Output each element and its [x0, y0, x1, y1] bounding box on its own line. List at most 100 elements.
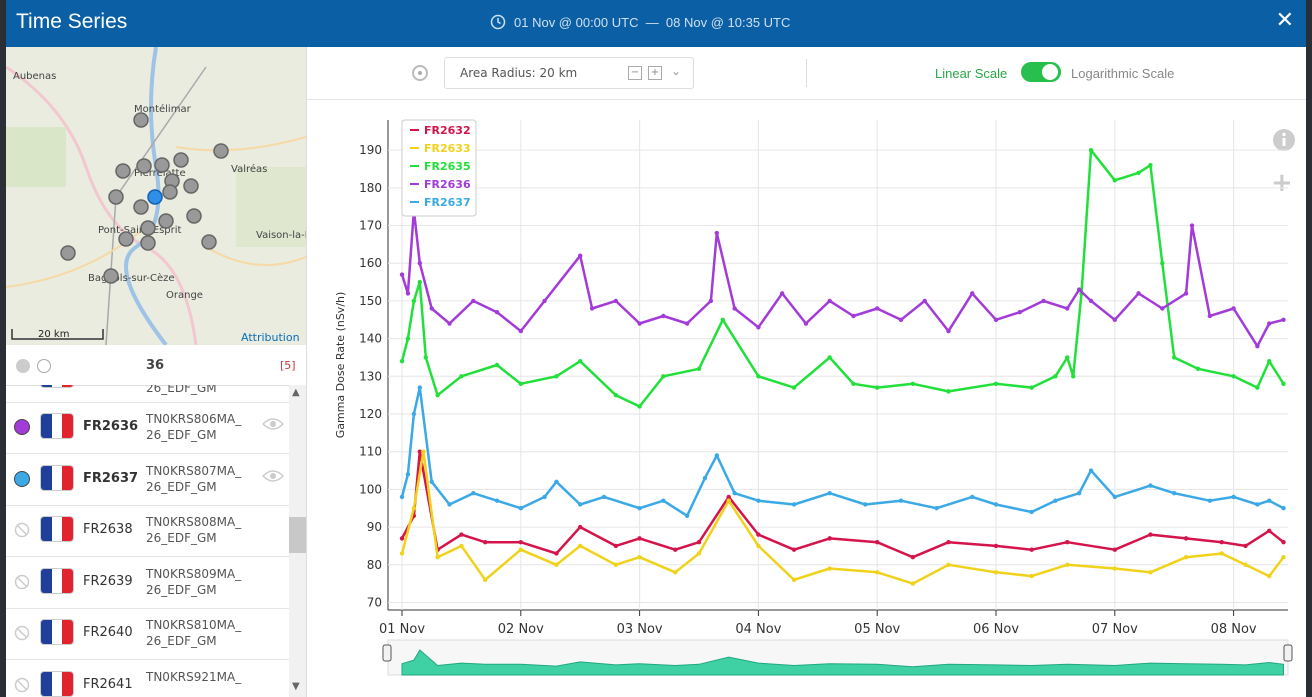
- data-point-FR2637[interactable]: [601, 494, 607, 500]
- map-canvas[interactable]: Aubenas Montélimar Valréas Pierrelatte P…: [6, 47, 306, 345]
- disabled-icon[interactable]: [14, 522, 30, 538]
- data-point-FR2637[interactable]: [399, 494, 405, 500]
- selected-station-marker[interactable]: [147, 189, 163, 205]
- data-point-FR2636[interactable]: [732, 306, 737, 311]
- data-point-FR2636[interactable]: [827, 298, 832, 304]
- scroll-down-icon[interactable]: ▼: [292, 681, 300, 692]
- data-point-FR2635[interactable]: [637, 404, 642, 409]
- data-point-FR2632[interactable]: [1148, 532, 1153, 537]
- data-point-FR2635[interactable]: [827, 355, 832, 360]
- data-point-FR2632[interactable]: [673, 547, 678, 552]
- data-point-FR2636[interactable]: [494, 310, 500, 315]
- data-point-FR2637[interactable]: [898, 498, 904, 503]
- data-point-FR2633[interactable]: [875, 570, 880, 575]
- data-point-FR2636[interactable]: [1189, 223, 1195, 228]
- data-point-FR2637[interactable]: [578, 502, 583, 507]
- data-point-FR2636[interactable]: [970, 291, 975, 296]
- data-point-FR2635[interactable]: [435, 392, 440, 398]
- data-point-FR2636[interactable]: [946, 328, 951, 334]
- data-point-FR2636[interactable]: [875, 306, 880, 311]
- data-point-FR2633[interactable]: [1112, 566, 1117, 571]
- data-point-FR2636[interactable]: [714, 230, 720, 236]
- data-point-FR2636[interactable]: [405, 291, 411, 296]
- data-point-FR2636[interactable]: [684, 321, 690, 326]
- data-point-FR2632[interactable]: [756, 532, 761, 537]
- data-point-FR2632[interactable]: [1183, 536, 1189, 541]
- data-point-FR2637[interactable]: [1029, 509, 1034, 515]
- data-point-FR2636[interactable]: [803, 321, 809, 326]
- data-point-FR2633[interactable]: [946, 562, 951, 567]
- scroll-thumb[interactable]: [289, 517, 306, 553]
- data-point-FR2637[interactable]: [791, 502, 797, 507]
- data-point-FR2637[interactable]: [661, 498, 666, 503]
- data-point-FR2632[interactable]: [459, 532, 464, 537]
- data-point-FR2635[interactable]: [1148, 163, 1153, 168]
- data-point-FR2633[interactable]: [435, 555, 440, 560]
- list-item[interactable]: FR2640 TN0KRS810MA_ 26_EDF_GM: [6, 608, 289, 660]
- data-point-FR2637[interactable]: [684, 513, 690, 518]
- data-point-FR2632[interactable]: [1281, 539, 1286, 545]
- data-point-FR2637[interactable]: [417, 385, 423, 390]
- data-point-FR2632[interactable]: [554, 551, 559, 556]
- data-point-FR2633[interactable]: [726, 498, 731, 503]
- data-point-FR2637[interactable]: [637, 506, 642, 511]
- data-point-FR2633[interactable]: [910, 581, 916, 586]
- data-point-FR2637[interactable]: [1281, 506, 1286, 511]
- data-point-FR2636[interactable]: [993, 317, 999, 322]
- data-point-FR2636[interactable]: [471, 298, 476, 304]
- data-point-FR2632[interactable]: [993, 543, 999, 549]
- data-point-FR2637[interactable]: [732, 490, 737, 496]
- data-point-FR2633[interactable]: [1065, 562, 1070, 567]
- data-point-FR2633[interactable]: [421, 449, 426, 454]
- data-point-FR2633[interactable]: [613, 562, 619, 567]
- data-point-FR2635[interactable]: [946, 389, 951, 394]
- data-point-FR2637[interactable]: [542, 494, 547, 500]
- data-point-FR2633[interactable]: [578, 543, 583, 549]
- data-point-FR2636[interactable]: [708, 298, 714, 304]
- data-point-FR2637[interactable]: [970, 494, 975, 500]
- data-point-FR2635[interactable]: [720, 317, 725, 322]
- locate-icon[interactable]: [412, 65, 428, 81]
- list-scrollbar[interactable]: ▲ ▼: [289, 385, 306, 697]
- data-point-FR2633[interactable]: [696, 551, 702, 556]
- data-point-FR2637[interactable]: [1172, 490, 1177, 496]
- data-point-FR2635[interactable]: [1136, 170, 1141, 175]
- data-point-FR2635[interactable]: [851, 381, 856, 387]
- data-point-FR2636[interactable]: [613, 298, 619, 304]
- data-point-FR2633[interactable]: [1281, 555, 1286, 560]
- data-point-FR2635[interactable]: [1065, 355, 1070, 360]
- info-icon[interactable]: [1272, 128, 1296, 152]
- list-item[interactable]: FR2637 TN0KRS807MA_ 26_EDF_GM: [6, 454, 289, 506]
- log-scale-label[interactable]: Logarithmic Scale: [1071, 66, 1175, 81]
- data-point-FR2635[interactable]: [405, 336, 411, 341]
- data-point-FR2637[interactable]: [447, 502, 452, 507]
- data-point-FR2632[interactable]: [1219, 539, 1224, 545]
- data-point-FR2635[interactable]: [1267, 359, 1272, 364]
- data-point-FR2637[interactable]: [1207, 498, 1213, 503]
- data-point-FR2632[interactable]: [1112, 547, 1117, 552]
- data-point-FR2632[interactable]: [875, 539, 880, 545]
- data-point-FR2635[interactable]: [1231, 374, 1236, 379]
- data-point-FR2635[interactable]: [1255, 385, 1260, 390]
- navigator-handle-right[interactable]: [1283, 644, 1293, 662]
- data-point-FR2637[interactable]: [714, 453, 720, 458]
- series-line-FR2636[interactable]: [400, 209, 1284, 348]
- data-point-FR2632[interactable]: [946, 539, 951, 545]
- data-point-FR2635[interactable]: [1053, 374, 1058, 379]
- data-point-FR2633[interactable]: [1267, 573, 1272, 579]
- data-point-FR2636[interactable]: [1136, 291, 1141, 296]
- series-line-FR2635[interactable]: [400, 148, 1285, 408]
- data-point-FR2636[interactable]: [518, 328, 523, 334]
- data-point-FR2637[interactable]: [1267, 498, 1272, 503]
- data-point-FR2632[interactable]: [578, 524, 583, 530]
- data-point-FR2636[interactable]: [779, 291, 785, 296]
- data-point-FR2636[interactable]: [1112, 317, 1117, 322]
- data-point-FR2635[interactable]: [459, 374, 464, 379]
- time-series-chart[interactable]: 70 80 90 100 110 120 130 140 150 160 170 180 190 01 N…: [306, 100, 1306, 697]
- data-point-FR2637[interactable]: [827, 490, 832, 496]
- data-point-FR2636[interactable]: [429, 306, 434, 311]
- radius-increase-button[interactable]: +: [648, 66, 662, 80]
- list-item[interactable]: FR2639 TN0KRS809MA_ 26_EDF_GM: [6, 557, 289, 609]
- data-point-FR2636[interactable]: [922, 298, 927, 304]
- list-item[interactable]: 26_EDF_GM: [6, 385, 289, 403]
